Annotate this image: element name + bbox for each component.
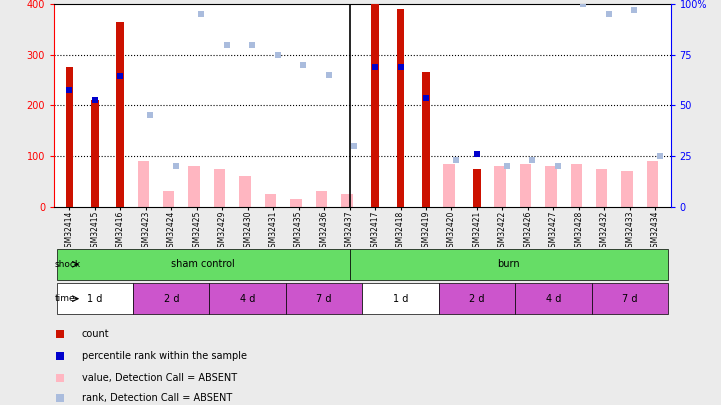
Bar [397, 9, 404, 207]
Text: percentile rank within the sample: percentile rank within the sample [81, 351, 247, 361]
Bar [545, 166, 557, 207]
Text: sham control: sham control [171, 259, 235, 269]
Text: value, Detection Call = ABSENT: value, Detection Call = ABSENT [81, 373, 237, 383]
Bar [371, 4, 379, 207]
Bar [133, 283, 210, 314]
Bar [117, 22, 124, 207]
Text: count: count [81, 329, 110, 339]
Bar [239, 176, 251, 207]
Text: 7 d: 7 d [317, 294, 332, 304]
Bar [515, 283, 591, 314]
Bar [210, 283, 286, 314]
Bar [570, 164, 582, 207]
Bar [647, 161, 658, 207]
Bar [291, 199, 302, 207]
Bar [91, 100, 99, 207]
Bar [316, 192, 327, 207]
Bar [473, 168, 481, 207]
Text: 7 d: 7 d [622, 294, 637, 304]
Text: 4 d: 4 d [240, 294, 255, 304]
Text: 1 d: 1 d [393, 294, 408, 304]
Bar [622, 171, 633, 207]
Text: 2 d: 2 d [469, 294, 485, 304]
Text: shock: shock [54, 260, 81, 269]
Bar [341, 194, 353, 207]
Bar [591, 283, 668, 314]
Text: 4 d: 4 d [546, 294, 561, 304]
Bar [362, 283, 438, 314]
Bar [214, 168, 226, 207]
Bar [57, 249, 350, 280]
Bar [596, 168, 608, 207]
Bar [443, 164, 455, 207]
Bar [423, 72, 430, 207]
Text: burn: burn [497, 259, 520, 269]
Bar [520, 164, 531, 207]
Text: time: time [54, 294, 75, 303]
Bar [350, 249, 668, 280]
Bar [494, 166, 505, 207]
Bar [188, 166, 200, 207]
Text: rank, Detection Call = ABSENT: rank, Detection Call = ABSENT [81, 393, 232, 403]
Bar [265, 194, 276, 207]
Bar [438, 283, 515, 314]
Bar [66, 67, 73, 207]
Bar [138, 161, 149, 207]
Bar [57, 283, 133, 314]
Text: 2 d: 2 d [164, 294, 179, 304]
Bar [286, 283, 362, 314]
Text: 1 d: 1 d [87, 294, 102, 304]
Bar [163, 192, 174, 207]
